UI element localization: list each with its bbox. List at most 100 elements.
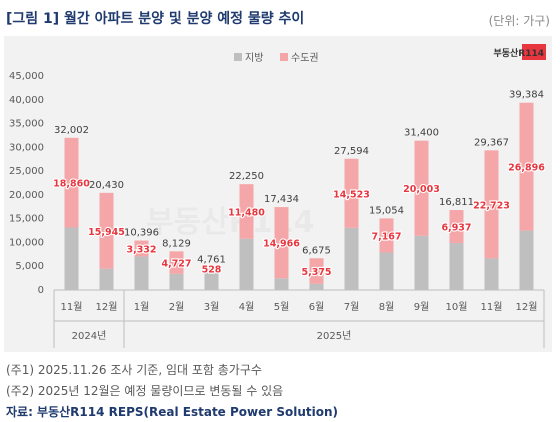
bar-regional [344, 227, 359, 290]
capital-value-label: 3,332 [126, 244, 156, 255]
total-value-label: 20,430 [89, 180, 124, 191]
x-tick-label: 8월 [379, 301, 395, 313]
chart-title: [그림 1] 월간 아파트 분양 및 분양 예정 물량 추이 [6, 11, 305, 27]
bar-capital [134, 240, 149, 257]
total-value-label: 32,002 [54, 125, 89, 136]
y-tick-label: 30,000 [9, 142, 44, 153]
bar-capital [519, 102, 534, 231]
capital-value-label: 6,937 [441, 223, 471, 234]
bar-regional [379, 252, 394, 290]
bar-regional [519, 230, 534, 290]
bars: 18,860 32,002 15,945 20,430 3,332 10,396 4,727… [52, 90, 546, 290]
logo-text: 부동산R114 [493, 47, 544, 59]
bar-capital [484, 150, 499, 259]
bar-regional [134, 256, 149, 290]
capital-value-label: 18,860 [53, 179, 90, 190]
y-axis: 0 5,000 10,000 15,000 20,000 25,000 30,000 35,0… [9, 71, 44, 296]
y-tick-label: 0 [38, 285, 44, 296]
footnote-1: (주1) 2025.11.26 조사 기준, 임대 포함 총가구수 [6, 363, 262, 377]
bar-capital [414, 140, 429, 236]
total-value-label: 29,367 [474, 137, 509, 148]
bar-regional [449, 243, 464, 290]
footnote-2: (주2) 2025년 12월은 예정 물량이므로 변동될 수 있음 [6, 384, 284, 398]
x-tick-label: 3월 [204, 301, 220, 313]
x-tick-label: 10월 [446, 301, 468, 313]
bar-capital [169, 251, 184, 274]
total-value-label: 39,384 [509, 90, 544, 101]
bar-capital [344, 158, 359, 228]
bar-capital [204, 267, 219, 270]
total-value-label: 27,594 [334, 146, 369, 157]
bar-regional [309, 283, 324, 290]
total-value-label: 8,129 [162, 238, 191, 249]
total-value-label: 10,396 [124, 228, 159, 239]
y-tick-label: 45,000 [9, 71, 44, 82]
chart-panel [4, 36, 552, 352]
capital-value-label: 22,723 [473, 200, 510, 211]
total-value-label: 31,400 [404, 128, 439, 139]
bar-capital [449, 210, 464, 244]
legend-label-capital: 수도권 [291, 52, 319, 64]
x-tick-label: 4월 [239, 301, 255, 313]
capital-value-label: 26,896 [508, 163, 545, 174]
source-line: 자료: 부동산R114 REPS(Real Estate Power Solut… [6, 405, 339, 419]
capital-value-label: 528 [202, 265, 222, 276]
brand-logo: 부동산R114 [493, 44, 546, 60]
total-value-label: 22,250 [229, 171, 264, 182]
bar-regional [484, 258, 499, 290]
x-tick-label: 12월 [96, 301, 118, 313]
y-tick-label: 40,000 [9, 95, 44, 106]
capital-value-label: 11,480 [228, 207, 265, 218]
y-tick-label: 10,000 [9, 237, 44, 248]
x-tick-label: 11월 [61, 301, 83, 313]
capital-value-label: 15,945 [88, 227, 125, 238]
unit-label: (단위: 가구) [488, 14, 550, 28]
legend-swatch-regional [234, 53, 242, 61]
total-value-label: 6,675 [302, 245, 331, 256]
capital-value-label: 14,966 [263, 239, 300, 250]
bar-regional [64, 227, 79, 290]
total-value-label: 15,054 [369, 205, 404, 216]
y-tick-label: 25,000 [9, 166, 44, 177]
capital-value-label: 20,003 [403, 184, 440, 195]
total-value-label: 17,434 [264, 194, 299, 205]
bar-regional [99, 268, 114, 290]
bar-chart: 부동산R114 부동산R114 지방 수도권 05,00010,00015,00… [9, 44, 546, 348]
total-value-label: 4,761 [197, 254, 226, 265]
x-tick-label: 5월 [274, 301, 290, 313]
y-tick-label: 35,000 [9, 119, 44, 130]
x-tick-label: 6월 [309, 301, 325, 313]
bar-regional [204, 269, 219, 290]
bar-capital [379, 218, 394, 253]
y-tick-label: 20,000 [9, 190, 44, 201]
x-tick-label: 7월 [344, 301, 360, 313]
logo-badge [522, 44, 546, 60]
capital-value-label: 7,167 [371, 231, 401, 242]
x-tick-label: 1월 [134, 301, 150, 313]
capital-value-label: 5,375 [301, 267, 331, 278]
bar-capital [99, 192, 114, 269]
bar-capital [239, 184, 254, 239]
capital-value-label: 4,727 [161, 259, 191, 270]
x-axis: 11월 12월 1월 2월 3월 4월 5월 6월 7월 8월 9월 10월 11월 12월 2024년 20… [53, 289, 545, 348]
x-tick-label: 12월 [516, 301, 538, 313]
legend-swatch-capital [280, 53, 288, 61]
year-group-label: 2025년 [317, 330, 352, 342]
legend-label-regional: 지방 [245, 52, 263, 64]
total-value-label: 16,811 [439, 197, 474, 208]
y-tick-label: 5,000 [15, 261, 44, 272]
bar-regional [274, 278, 289, 290]
bar-capital [274, 207, 289, 279]
legend: 지방 수도권 [234, 52, 319, 64]
y-tick-label: 15,000 [9, 214, 44, 225]
bar-capital [64, 137, 79, 228]
bar-capital [309, 258, 324, 284]
bar-regional [239, 238, 254, 290]
x-tick-label: 2월 [169, 301, 185, 313]
bar-regional [169, 273, 184, 290]
x-tick-label: 11월 [481, 301, 503, 313]
capital-value-label: 14,523 [333, 189, 370, 200]
x-tick-label: 9월 [414, 301, 430, 313]
year-group-label: 2024년 [72, 330, 107, 342]
bar-regional [414, 235, 429, 290]
